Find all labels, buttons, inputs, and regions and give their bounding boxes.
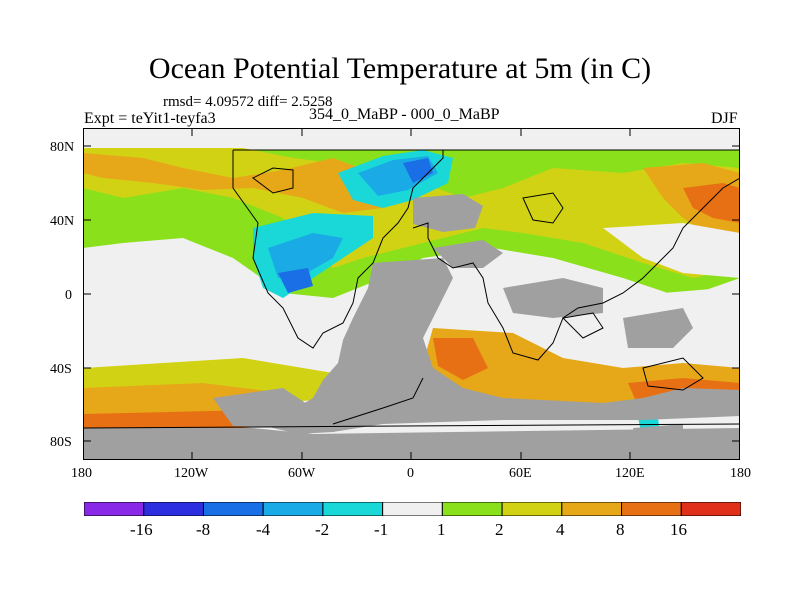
axis-ticks <box>83 128 740 460</box>
warm-anomaly-field <box>83 148 740 430</box>
colorbar <box>84 502 741 516</box>
colorbar-swatch <box>143 502 204 516</box>
lat-label-40n: 40N <box>50 214 75 229</box>
colorbar-swatch <box>262 502 324 516</box>
chart-title: Ocean Potential Temperature at 5m (in C) <box>148 52 652 85</box>
lon-label-180e: 180 <box>730 466 751 481</box>
lon-label-180w: 180 <box>71 466 92 481</box>
lon-label-0: 0 <box>407 466 414 481</box>
colorbar-swatch <box>621 502 682 516</box>
colorbar-swatch <box>382 502 443 516</box>
lat-label-80s: 80S <box>50 435 72 450</box>
colorbar-swatch <box>561 502 623 516</box>
lat-label-40s: 40S <box>50 362 72 377</box>
experiment-label: Expt = teYit1-teyfa3 <box>84 110 216 127</box>
season-label: DJF <box>711 110 738 127</box>
lon-label-60e: 60E <box>509 466 532 481</box>
colorbar-swatch <box>441 502 503 516</box>
lat-label-0: 0 <box>65 288 72 303</box>
colorbar-label: 4 <box>556 520 565 539</box>
colorbar-label: 1 <box>437 520 446 539</box>
colorbar-swatch <box>322 502 384 516</box>
stats-line: rmsd= 4.09572 diff= 2.5258 <box>163 94 333 110</box>
lon-label-120e: 120E <box>615 466 645 481</box>
colorbar-label: 2 <box>495 520 504 539</box>
land-mask <box>83 194 740 460</box>
colorbar-label: -2 <box>315 520 330 539</box>
colorbar-swatch <box>84 502 145 516</box>
colorbar-label: -4 <box>256 520 271 539</box>
colorbar-label: 8 <box>616 520 625 539</box>
cold-anomaly-field <box>253 150 661 440</box>
colorbar-swatch <box>202 502 264 516</box>
lon-label-120w: 120W <box>174 466 209 481</box>
map-border <box>83 128 740 460</box>
map-panel <box>83 128 740 460</box>
coastlines <box>83 149 740 429</box>
colorbar-label: 16 <box>670 520 687 539</box>
lon-label-60w: 60W <box>288 466 316 481</box>
lat-label-80n: 80N <box>50 140 75 155</box>
colorbar-swatch <box>501 502 563 516</box>
colorbar-label: -1 <box>374 520 389 539</box>
subtitle: 354_0_MaBP - 000_0_MaBP <box>309 106 500 123</box>
colorbar-label: -8 <box>196 520 211 539</box>
colorbar-swatch <box>680 502 741 516</box>
colorbar-label: -16 <box>130 520 153 539</box>
